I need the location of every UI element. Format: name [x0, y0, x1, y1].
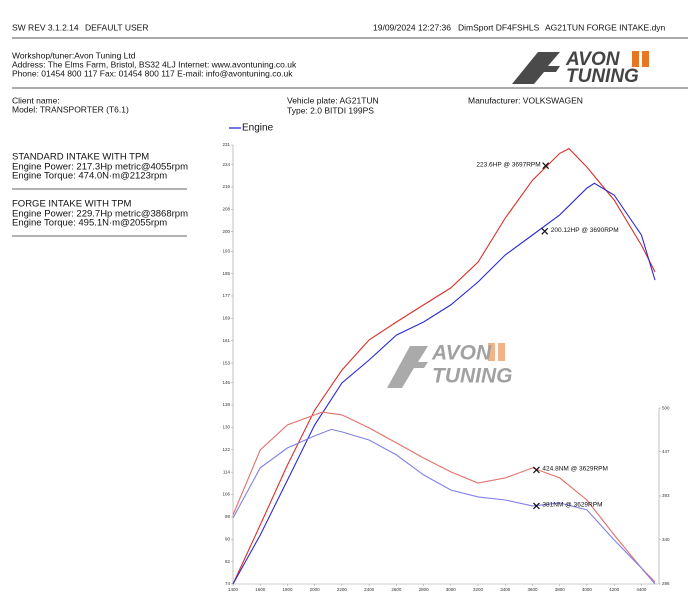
watermark: AVON TUNING: [387, 342, 513, 388]
address: Address: The Elms Farm, Bristol, BS32 4L…: [12, 59, 297, 69]
y-tick-label: 161: [222, 338, 230, 343]
watermark-text: TUNING: [432, 365, 513, 388]
annotation: 223.6HP @ 3697RPM: [476, 161, 540, 168]
datetime: 19/09/2024 12:27:36: [373, 22, 451, 32]
logo-text: AVON: [565, 49, 621, 70]
software: SW REV 3.1.2.14: [12, 22, 79, 32]
y-tick-label: 169: [222, 316, 230, 321]
marker: [541, 227, 549, 235]
y-tick-label: 82: [225, 559, 231, 564]
x-tick-label: 4400: [636, 587, 647, 592]
run-power: Engine Power: 229.7Hp metric@3868rpm: [12, 209, 188, 220]
run-power: Engine Power: 217.3Hp metric@4055rpm: [12, 162, 188, 173]
series-line: [232, 147, 656, 585]
y-tick-label: 193: [222, 248, 230, 253]
logo-icon: [512, 52, 560, 84]
manufacturer: Manufacturer: VOLKSWAGEN: [468, 95, 583, 105]
run-torque: Engine Torque: 474.0N·m@2123rpm: [12, 171, 167, 182]
run-name: FORGE INTAKE WITH TPM: [12, 199, 132, 210]
y-tick-label: 153: [222, 360, 230, 365]
x-tick-label: 4200: [609, 587, 620, 592]
y-tick-label: 98: [225, 514, 231, 519]
logo-bar: [632, 51, 639, 67]
y2-tick-label: 340: [662, 537, 670, 542]
x-tick-label: 3000: [446, 587, 457, 592]
y-tick-label: 122: [222, 447, 230, 452]
y-tick-label: 90: [225, 536, 231, 541]
y-tick-label: 146: [222, 380, 230, 385]
logo-bar: [642, 51, 649, 67]
x-tick-label: 1600: [255, 587, 266, 592]
logo-text: TUNING: [566, 66, 639, 87]
client: Client name:: [12, 95, 60, 105]
series-line: [232, 182, 656, 585]
y-tick-label: 216: [222, 184, 230, 189]
x-tick-label: 1800: [282, 587, 293, 592]
x-tick-label: 2400: [364, 587, 375, 592]
user: DEFAULT USER: [85, 22, 148, 32]
run-name: STANDARD INTAKE WITH TPM: [12, 152, 149, 163]
y-tick-label: 106: [222, 492, 230, 497]
y-tick-label: 185: [222, 271, 230, 276]
x-tick-label: 2800: [419, 587, 430, 592]
y-tick-label: 200: [222, 229, 230, 234]
logo: AVON TUNING: [512, 49, 649, 87]
x-tick-label: 2000: [310, 587, 321, 592]
series-line: [232, 411, 656, 583]
watermark-bar: [498, 343, 505, 361]
y-tick-label: 208: [222, 206, 230, 211]
y2-tick-label: 500: [662, 405, 670, 410]
x-tick-label: 3600: [527, 587, 538, 592]
watermark-icon: [387, 346, 428, 388]
annotation: 200.12HP @ 3690RPM: [551, 227, 619, 234]
series-line: [232, 428, 656, 585]
y2-tick-label: 447: [662, 449, 670, 454]
vehicle-type: Type: 2.0 BITDI 199PS: [287, 105, 374, 115]
model: Model: TRANSPORTER (T6.1): [12, 104, 129, 114]
run-torque: Engine Torque: 495.1N·m@2055rpm: [12, 218, 167, 229]
y-tick-label: 114: [223, 469, 231, 474]
marker: [533, 502, 540, 510]
y2-tick-label: 286: [662, 581, 670, 586]
annotation: 424.8NM @ 3629RPM: [542, 466, 608, 473]
y-tick-label: 224: [222, 162, 230, 167]
x-tick-label: 3400: [500, 587, 511, 592]
marker: [533, 466, 540, 474]
x-tick-label: 3200: [473, 587, 484, 592]
file: AG21TUN FORGE INTAKE.dyn: [545, 22, 666, 32]
y-tick-label: 177: [222, 293, 230, 298]
annotation: 381NM @ 3629RPM: [542, 502, 602, 509]
x-tick-label: 2200: [337, 587, 348, 592]
watermark-text: AVON: [431, 342, 492, 365]
y-tick-label: 231: [222, 142, 230, 147]
x-tick-label: 1400: [228, 587, 239, 592]
contact: Phone: 01454 800 117 Fax: 01454 800 117 …: [12, 68, 293, 78]
legend-label: Engine: [242, 123, 274, 134]
watermark-bar: [488, 343, 495, 361]
y-tick-label: 130: [222, 425, 230, 430]
device: DimSport DF4FSHLS: [458, 22, 540, 32]
y-tick-label: 74: [225, 581, 231, 586]
y-tick-label: 138: [222, 402, 230, 407]
x-tick-label: 4000: [582, 587, 593, 592]
plate: Vehicle plate: AG21TUN: [287, 95, 379, 105]
x-tick-label: 2600: [391, 587, 402, 592]
marker: [542, 162, 550, 170]
y2-tick-label: 393: [662, 493, 670, 498]
x-tick-label: 3800: [555, 587, 566, 592]
workshop: Workshop/tuner:Avon Tuning Ltd: [12, 50, 136, 60]
